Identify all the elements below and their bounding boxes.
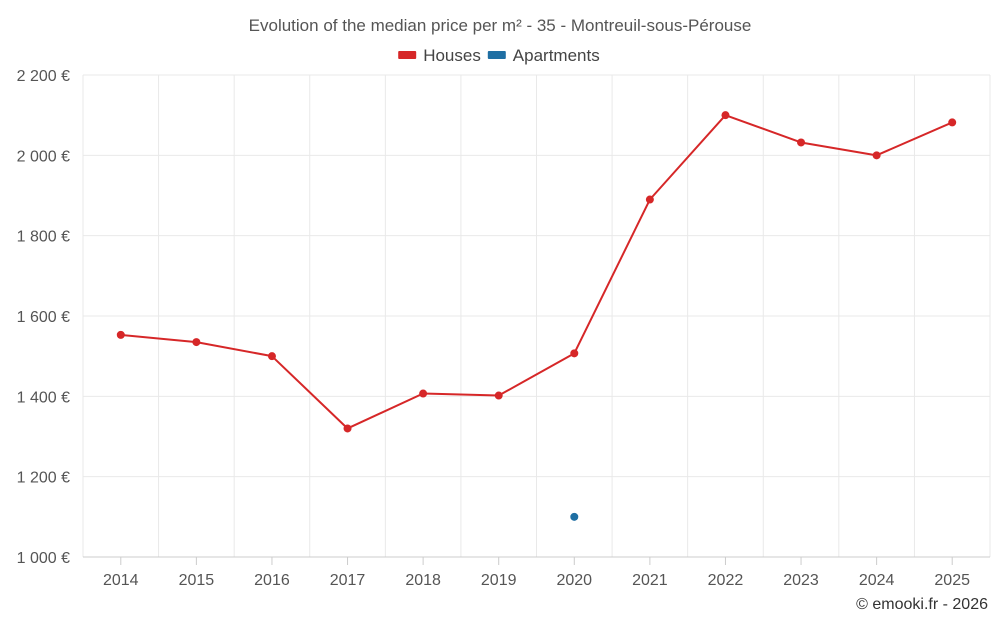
series-apartments — [570, 512, 579, 521]
data-point-houses-2014[interactable] — [116, 330, 125, 339]
x-tick-label: 2016 — [254, 572, 290, 589]
data-point-houses-2021[interactable] — [645, 195, 654, 204]
credit-text: © emooki.fr - 2026 — [856, 596, 988, 613]
x-tick-label: 2024 — [859, 572, 895, 589]
data-point-apartments-2020[interactable] — [570, 512, 579, 521]
x-tick-label: 2023 — [783, 572, 819, 589]
x-tick-label: 2022 — [708, 572, 744, 589]
y-tick-label: 1 400 € — [17, 389, 70, 406]
y-tick-label: 1 600 € — [17, 309, 70, 326]
data-point-houses-2019[interactable] — [494, 391, 503, 400]
y-gridlines — [83, 74, 990, 558]
series-line-houses — [120, 114, 953, 430]
x-tick-label: 2025 — [934, 572, 970, 589]
x-tick-label: 2017 — [330, 572, 366, 589]
y-tick-label: 1 000 € — [17, 550, 70, 567]
data-point-houses-2022[interactable] — [721, 111, 730, 120]
x-tick-label: 2014 — [103, 572, 139, 589]
data-point-houses-2015[interactable] — [192, 338, 201, 347]
x-tick-label: 2021 — [632, 572, 668, 589]
legend-swatch — [487, 51, 506, 59]
series-layer — [116, 111, 957, 521]
data-point-houses-2024[interactable] — [872, 151, 881, 160]
data-point-houses-2025[interactable] — [948, 118, 957, 127]
x-tick-label: 2018 — [405, 572, 441, 589]
legend: Houses Apartments — [398, 46, 600, 65]
legend-item-apartments[interactable]: Apartments — [487, 46, 600, 65]
y-tick-label: 1 200 € — [17, 470, 70, 487]
legend-swatch — [398, 51, 417, 59]
data-point-houses-2020[interactable] — [570, 349, 579, 358]
data-point-houses-2018[interactable] — [419, 389, 428, 398]
data-point-houses-2016[interactable] — [267, 352, 276, 361]
y-tick-label: 2 000 € — [17, 148, 70, 165]
legend-label: Houses — [423, 46, 481, 65]
chart-title: Evolution of the median price per m² - 3… — [249, 16, 752, 35]
x-tick-label: 2015 — [179, 572, 215, 589]
x-axis-ticks: 2014 2015 2016 2017 2018 2019 2020 2021 2022 2023… — [103, 557, 970, 589]
legend-label: Apartments — [513, 46, 600, 65]
series-houses — [116, 111, 957, 433]
x-tick-label: 2019 — [481, 572, 517, 589]
data-point-houses-2023[interactable] — [797, 138, 806, 147]
legend-item-houses[interactable]: Houses — [398, 46, 481, 65]
y-tick-label: 2 200 € — [17, 68, 70, 85]
x-tick-label: 2020 — [556, 572, 592, 589]
y-tick-label: 1 800 € — [17, 229, 70, 246]
y-axis-ticks: 1 000 € 1 200 € 1 400 € 1 600 € 1 800 € 2 000… — [17, 68, 70, 567]
data-point-houses-2017[interactable] — [343, 424, 352, 433]
